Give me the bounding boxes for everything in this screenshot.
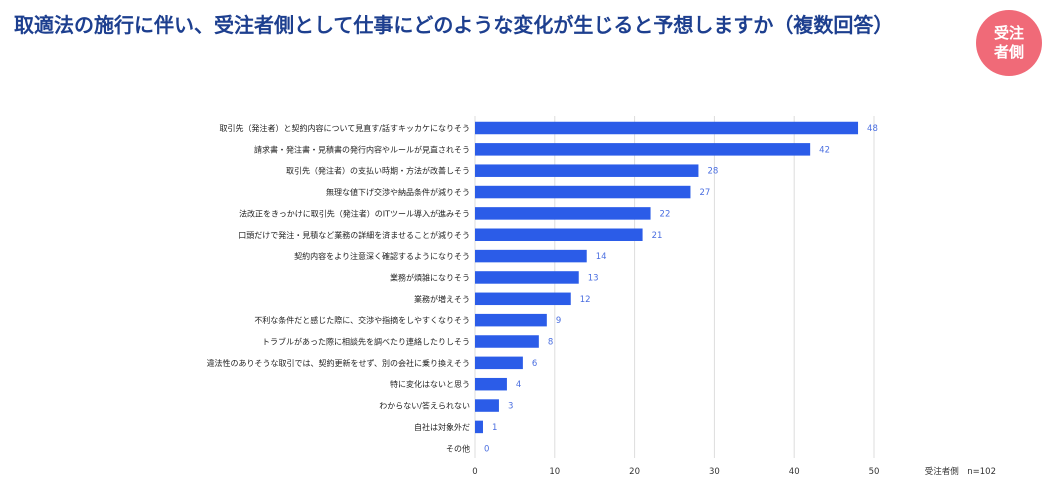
- category-label: わからない/答えられない: [379, 401, 470, 411]
- category-label: 請求書・発注書・見積書の発行内容やルールが見直されそう: [254, 144, 470, 154]
- sample-size-note: 受注者側 n=102: [925, 466, 996, 477]
- bar: [475, 399, 499, 412]
- bar: [475, 292, 571, 306]
- category-label: トラブルがあった際に相談先を調べたり連絡したりしそう: [262, 337, 470, 347]
- bar: [475, 143, 811, 156]
- value-label: 21: [652, 231, 663, 241]
- x-tick-label: 50: [869, 467, 880, 477]
- bar: [475, 228, 643, 241]
- bar: [475, 164, 699, 177]
- category-label: 契約内容をより注意深く確認するようになりそう: [294, 251, 470, 261]
- value-label: 8: [548, 338, 553, 348]
- category-label: 口頭だけで発注・見積など業務の詳細を済ませることが減りそう: [238, 230, 470, 240]
- value-label: 0: [484, 444, 489, 454]
- chart-title: 取適法の施行に伴い、受注者側として仕事にどのような変化が生じると予想しますか（複…: [14, 13, 894, 37]
- bar: [475, 271, 579, 284]
- value-label: 13: [588, 273, 599, 283]
- value-label: 12: [580, 295, 591, 305]
- value-label: 3: [508, 402, 513, 412]
- category-label: 法改正をきっかけに取引先（発注者）のITツール導入が進みそう: [239, 208, 470, 218]
- value-label: 48: [867, 124, 878, 134]
- bar: [475, 249, 587, 263]
- x-tick-label: 30: [709, 467, 720, 477]
- category-label: 業務が増えそう: [414, 294, 470, 304]
- bar: [475, 121, 859, 135]
- value-label: 42: [819, 145, 830, 155]
- bar: [475, 207, 651, 220]
- value-label: 14: [596, 252, 607, 262]
- category-label: 不利な条件だと感じた際に、交渉や指摘をしやすくなりそう: [254, 315, 470, 325]
- bar: [475, 356, 523, 370]
- value-label: 28: [707, 167, 718, 177]
- category-label: 無理な値下げ交渉や納品条件が減りそう: [326, 187, 470, 197]
- bar: [475, 313, 547, 327]
- x-tick-label: 20: [629, 467, 640, 477]
- value-label: 1: [492, 423, 497, 433]
- x-tick-label: 0: [472, 467, 477, 477]
- value-label: 4: [516, 380, 521, 390]
- category-label: 違法性のありそうな取引では、契約更新をせず、別の会社に乗り換えそう: [207, 358, 470, 368]
- value-label: 9: [556, 316, 561, 326]
- value-label: 22: [660, 209, 671, 219]
- category-label: 特に変化はないと思う: [390, 379, 470, 389]
- x-tick-label: 10: [549, 467, 560, 477]
- value-label: 6: [532, 359, 537, 369]
- bar: [475, 420, 483, 434]
- bar: [475, 185, 691, 199]
- x-tick-label: 40: [789, 467, 800, 477]
- bar: [475, 377, 507, 391]
- category-label: 取引先（発注者）の支払い時期・方法が改善しそう: [286, 166, 470, 176]
- category-label: 取引先（発注者）と契約内容について見直す/話すキッカケになりそう: [220, 123, 470, 133]
- category-label: その他: [446, 443, 470, 453]
- category-label: 業務が煩雑になりそう: [390, 272, 470, 282]
- value-label: 27: [699, 188, 710, 198]
- bar: [475, 335, 539, 348]
- respondent-badge: 受注 者側: [976, 10, 1042, 76]
- category-label: 自社は対象外だ: [414, 422, 470, 432]
